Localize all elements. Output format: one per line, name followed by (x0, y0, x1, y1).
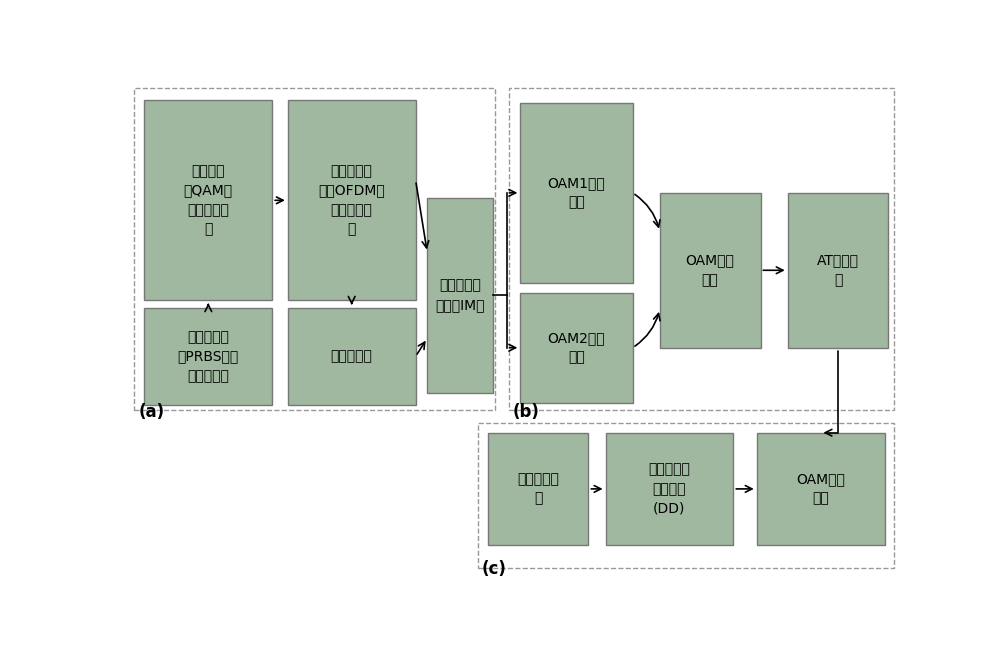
Text: AT扰动信
道: AT扰动信 道 (817, 254, 859, 287)
Bar (520, 293, 633, 402)
Bar (144, 308, 272, 405)
Bar (660, 193, 761, 348)
Text: 线下处理模
块: 线下处理模 块 (517, 472, 559, 506)
Text: 正交频分复
用（OFDM）
信号产生模
块: 正交频分复 用（OFDM） 信号产生模 块 (318, 164, 385, 237)
Bar (606, 433, 733, 545)
Bar (478, 422, 894, 568)
Text: 高斯光载波: 高斯光载波 (331, 349, 373, 363)
Bar (488, 433, 588, 545)
Text: (c): (c) (482, 560, 506, 578)
Text: 正交调幅
（QAM）
信号产生模
块: 正交调幅 （QAM） 信号产生模 块 (184, 164, 233, 237)
Text: (b): (b) (512, 402, 539, 421)
Text: OAM复用
模块: OAM复用 模块 (686, 254, 735, 287)
Bar (757, 433, 885, 545)
Bar (288, 308, 416, 405)
Bar (520, 103, 633, 283)
Text: OAM2调制
模块: OAM2调制 模块 (548, 331, 605, 365)
Bar (144, 101, 272, 300)
Bar (427, 198, 493, 393)
Bar (134, 88, 495, 410)
Bar (788, 193, 888, 348)
Bar (509, 88, 894, 410)
Text: 强度直接调
制器（IM）: 强度直接调 制器（IM） (435, 278, 485, 312)
Text: (a): (a) (138, 402, 164, 421)
Text: 伪随机序列
（PRBS）数
据产生模块: 伪随机序列 （PRBS）数 据产生模块 (178, 330, 239, 383)
Bar (288, 101, 416, 300)
Text: OAM解调
模块: OAM解调 模块 (796, 472, 845, 506)
Text: 光强度直接
解调模块
(DD): 光强度直接 解调模块 (DD) (648, 462, 690, 515)
Text: OAM1调制
模块: OAM1调制 模块 (548, 176, 605, 210)
